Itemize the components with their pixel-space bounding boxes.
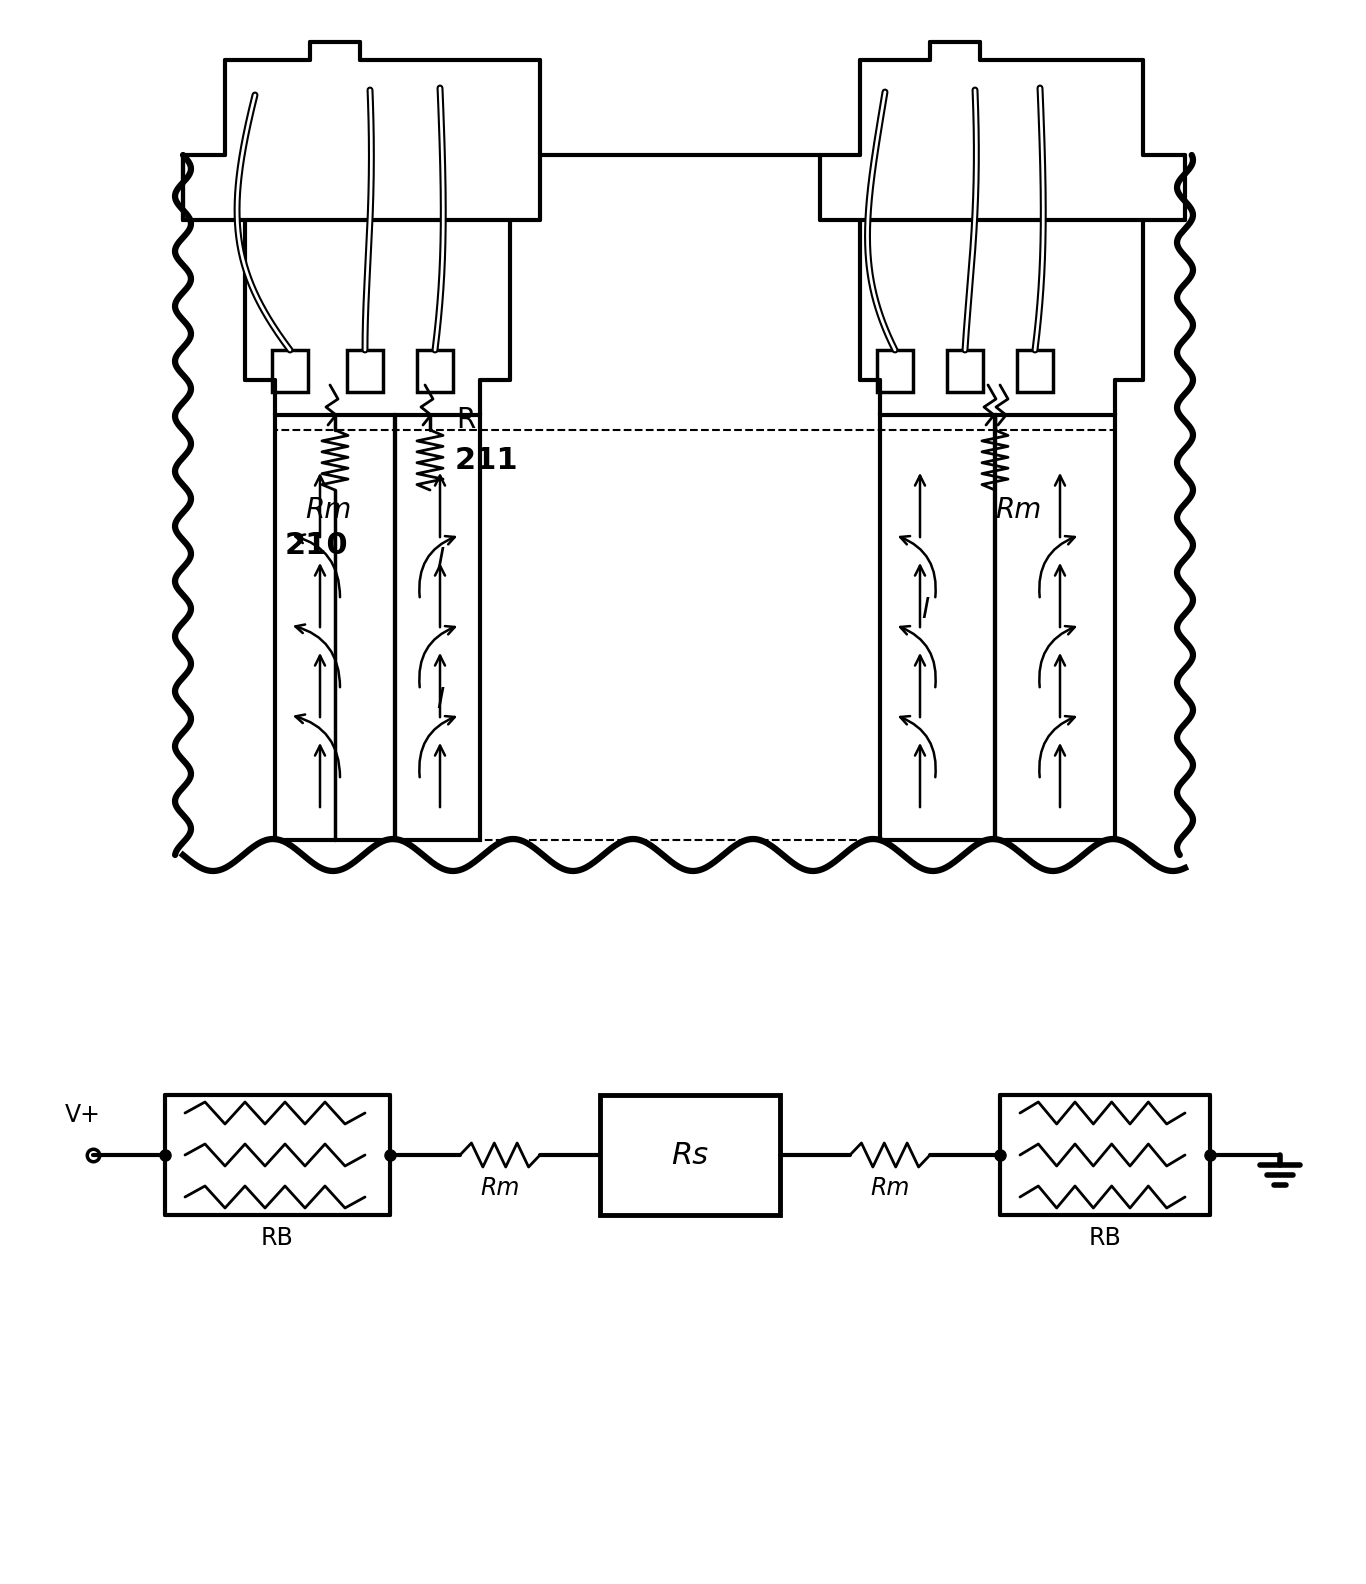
Bar: [272, 350, 307, 391]
Bar: [994, 415, 1115, 840]
Bar: [275, 429, 1115, 840]
Bar: [417, 350, 454, 391]
Bar: [395, 415, 479, 840]
Bar: [880, 415, 994, 840]
Bar: [1018, 350, 1053, 391]
Text: RB: RB: [261, 1226, 294, 1250]
Bar: [275, 415, 395, 840]
Text: I: I: [921, 596, 929, 624]
Text: Rm: Rm: [305, 496, 351, 524]
Text: Rs: Rs: [672, 1140, 709, 1169]
Text: 210: 210: [285, 531, 348, 559]
Text: V+: V+: [66, 1102, 101, 1126]
Text: RB: RB: [1089, 1226, 1121, 1250]
Text: Rm: Rm: [870, 1175, 910, 1201]
Text: I: I: [436, 686, 444, 714]
Bar: [947, 350, 984, 391]
Bar: [347, 350, 382, 391]
Bar: [877, 350, 912, 391]
Text: I: I: [436, 546, 444, 573]
Bar: [600, 1095, 780, 1215]
Text: Rm: Rm: [481, 1175, 519, 1201]
Text: Rm: Rm: [994, 496, 1041, 524]
Text: R: R: [456, 406, 475, 434]
Text: 211: 211: [455, 445, 519, 475]
